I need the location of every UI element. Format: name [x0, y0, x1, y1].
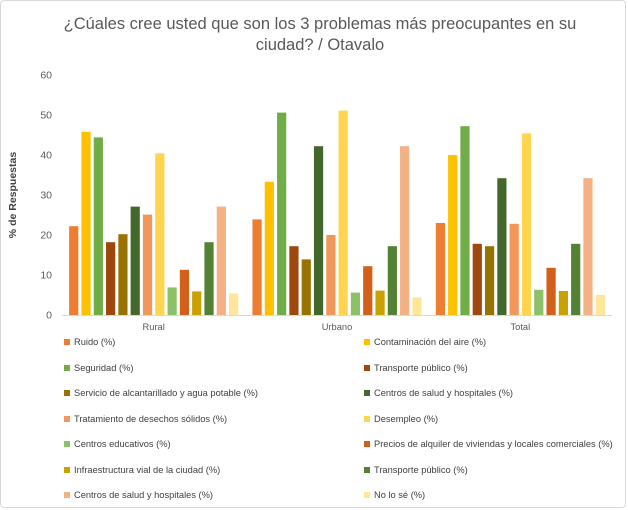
bar [264, 181, 274, 315]
bar [93, 137, 103, 315]
legend-label: Seguridad (%) [74, 362, 134, 373]
bar [509, 223, 519, 315]
bar [583, 178, 593, 315]
bar [521, 133, 532, 315]
legend-swatch [64, 466, 70, 473]
bar [192, 291, 202, 315]
legend: Ruido (%) Contaminación del aire (%) Segur… [64, 336, 624, 506]
bar [204, 242, 214, 315]
y-tick-label: 0 [46, 310, 52, 322]
y-axis-label: % de Respuestas [7, 152, 19, 239]
y-tick-label: 10 [40, 270, 52, 282]
legend-label: Ruido (%) [74, 337, 116, 347]
legend-swatch [364, 492, 370, 498]
bar [326, 235, 336, 315]
bar [460, 126, 470, 315]
bar [216, 206, 226, 315]
bar [289, 246, 299, 315]
bar [558, 291, 568, 315]
bar [472, 243, 482, 315]
bar [412, 297, 422, 315]
legend-label: Centros de salud y hospitales (%) [374, 388, 514, 398]
legend-swatch [364, 339, 370, 345]
bar [142, 214, 153, 315]
bars [69, 110, 605, 315]
legend-swatch [64, 339, 70, 345]
legend-label: Contaminación del aire (%) [374, 337, 487, 347]
legend-swatch [364, 390, 370, 396]
y-axis: 0 10 20 30 40 50 60 [40, 70, 52, 322]
legend-swatch [364, 466, 370, 473]
legend-swatch [64, 441, 70, 447]
bar [179, 269, 190, 315]
x-tick-label: Rural [143, 322, 165, 332]
bar [130, 206, 140, 315]
y-tick-label: 60 [40, 70, 52, 82]
bar [277, 112, 287, 315]
bar [435, 223, 445, 315]
bar [595, 295, 605, 315]
bar [363, 266, 373, 315]
legend-swatch [64, 415, 70, 422]
legend-swatch [64, 492, 70, 498]
bar [448, 155, 458, 315]
legend-label: Precios de alquiler de viviendas y local… [374, 439, 613, 449]
bar-chart: 0 10 20 30 40 50 60 Rural Urbano Total % de Resp… [7, 70, 612, 332]
legend-label: No lo sé (%) [374, 490, 426, 500]
bar [400, 146, 410, 315]
bar [534, 289, 544, 315]
bar [497, 178, 507, 315]
legend-swatch [364, 415, 370, 422]
y-tick-label: 50 [40, 110, 52, 122]
bar [387, 246, 397, 315]
y-tick-label: 30 [40, 190, 52, 202]
bar [484, 246, 495, 315]
x-tick-label: Total [511, 322, 531, 332]
y-tick-label: 40 [40, 150, 52, 162]
bar [571, 243, 581, 315]
legend-label: Tratamiento de desechos sólidos (%) [74, 413, 228, 424]
x-axis: Rural Urbano Total [62, 315, 612, 332]
legend-swatch [64, 390, 70, 396]
bar [350, 292, 361, 315]
chart-title: ¿Cúales cree usted que son los 3 problem… [63, 15, 577, 54]
legend-swatch [64, 364, 70, 371]
bar [106, 242, 116, 315]
bar [546, 267, 556, 315]
x-tick-label: Urbano [322, 322, 353, 332]
bar [375, 290, 385, 315]
bar [118, 234, 128, 315]
y-tick-label: 20 [40, 230, 52, 242]
legend-swatch [364, 441, 370, 447]
legend-label: Centros de salud y hospitales (%) [74, 490, 214, 500]
legend-label: Transporte público (%) [374, 362, 468, 373]
bar [167, 287, 177, 315]
bar [301, 259, 311, 315]
legend-label: Infraestructura vial de la ciudad (%) [74, 464, 221, 475]
bar [252, 219, 262, 315]
bar [229, 293, 239, 315]
bar [81, 131, 91, 315]
legend-swatch [364, 364, 370, 371]
bar [313, 146, 324, 315]
legend-label: Centros educativos (%) [74, 439, 171, 449]
bar [69, 226, 79, 315]
bar [338, 110, 348, 315]
legend-label: Transporte público (%) [374, 464, 468, 475]
legend-label: Desempleo (%) [374, 413, 439, 424]
bar [155, 153, 165, 315]
legend-label: Servicio de alcantarillado y agua potabl… [74, 388, 258, 398]
